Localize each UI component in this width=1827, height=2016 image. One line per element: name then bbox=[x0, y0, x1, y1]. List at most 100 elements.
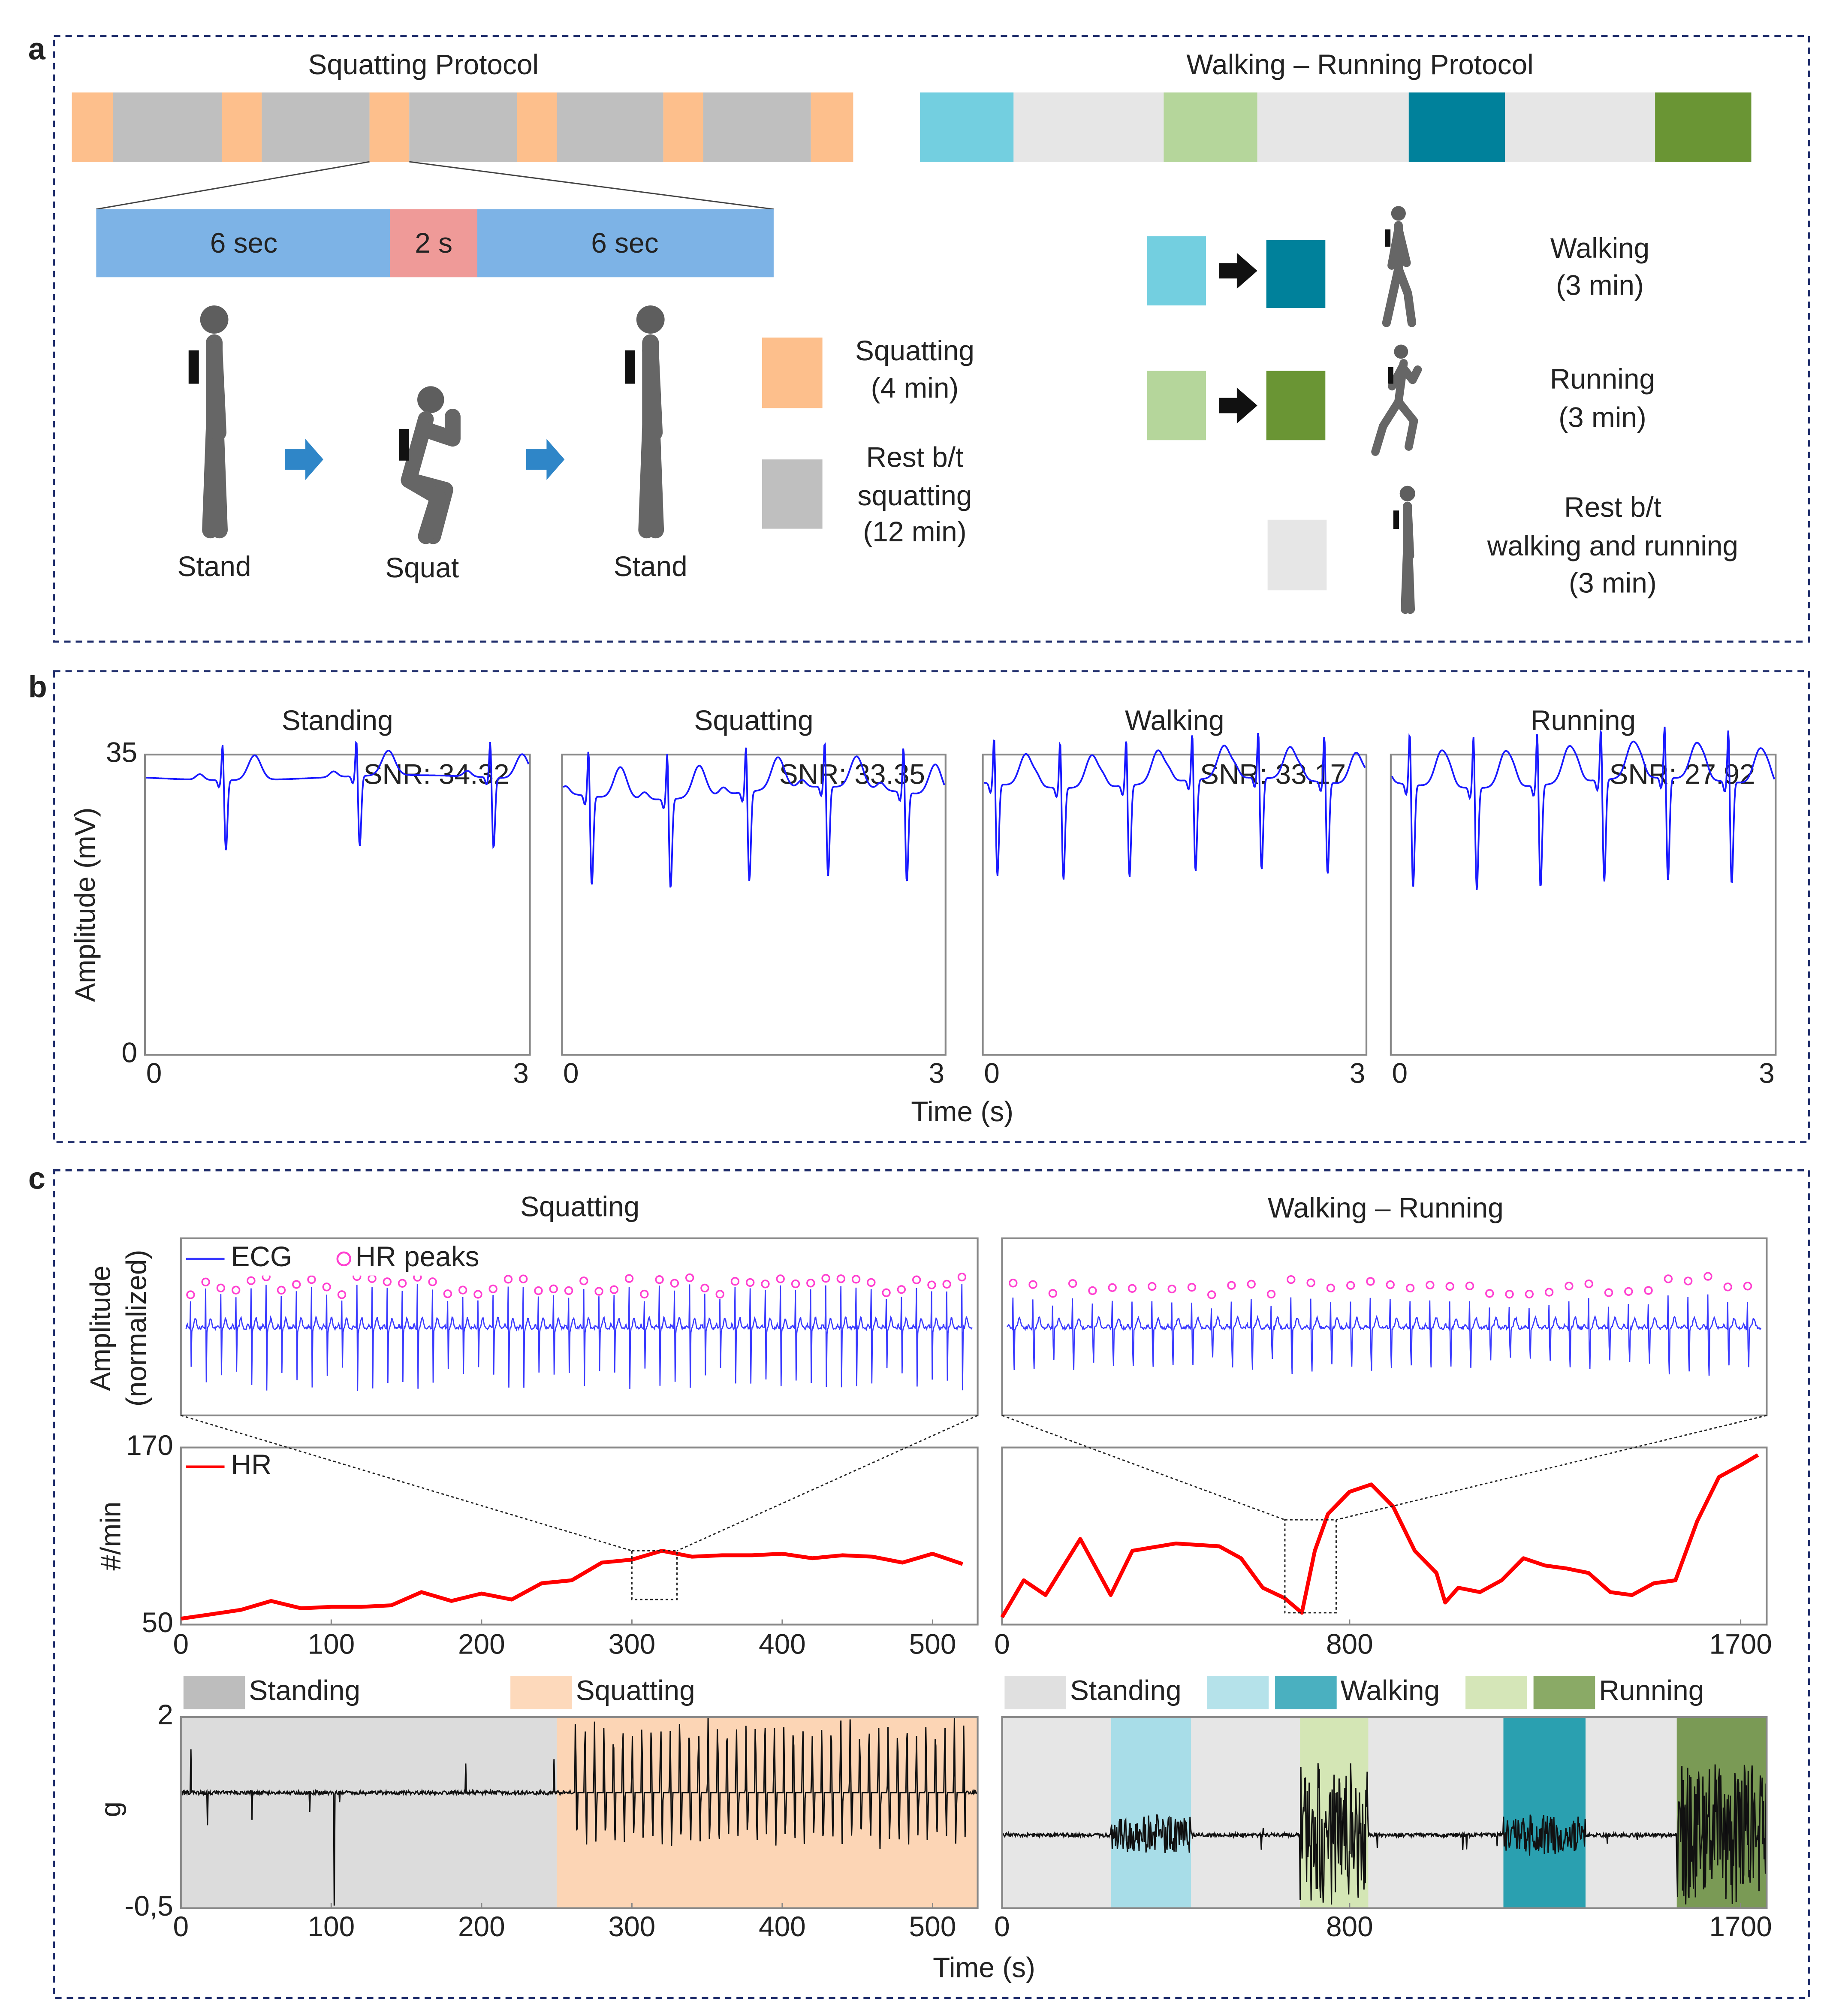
zoom-line bbox=[676, 1415, 978, 1551]
head bbox=[200, 305, 229, 334]
hr-peak-marker bbox=[1346, 1281, 1355, 1290]
segment bbox=[369, 92, 410, 162]
hr-peak-marker bbox=[1683, 1277, 1693, 1286]
hr-peak-marker bbox=[685, 1273, 694, 1283]
legend-text: Walking bbox=[1550, 232, 1650, 264]
x-tick-label: 500 bbox=[909, 1910, 956, 1942]
y-axis-label: Amplitude bbox=[84, 1265, 116, 1391]
limb bbox=[1403, 547, 1415, 614]
legend-text: HR bbox=[231, 1449, 271, 1480]
hr-peak-marker bbox=[307, 1275, 316, 1284]
hr-line bbox=[181, 1548, 964, 1621]
limb bbox=[1394, 264, 1417, 327]
x-tick-label: 3 bbox=[1350, 1057, 1366, 1089]
limb bbox=[1403, 506, 1414, 561]
limb bbox=[1371, 397, 1403, 456]
snr-label: SNR: 33.17 bbox=[1200, 758, 1346, 790]
x-tick-label: 3 bbox=[1759, 1057, 1775, 1089]
x-tick-label: 0 bbox=[173, 1628, 189, 1660]
backpack bbox=[1393, 510, 1399, 529]
x-tick-label: 100 bbox=[308, 1910, 355, 1942]
zoom-box bbox=[1284, 1519, 1337, 1614]
legend-text: (4 min) bbox=[871, 372, 959, 404]
hr-peak-marker bbox=[564, 1286, 573, 1295]
hr-peak-marker bbox=[1247, 1280, 1256, 1289]
segment bbox=[409, 92, 517, 162]
segment bbox=[517, 92, 557, 162]
hr-peak-marker bbox=[1465, 1281, 1474, 1291]
legend-swatch bbox=[183, 1676, 245, 1709]
segment bbox=[1505, 92, 1655, 162]
hr-peak-marker bbox=[1723, 1283, 1732, 1292]
plot-frame bbox=[982, 754, 1368, 1056]
hr-peak-marker bbox=[715, 1290, 724, 1299]
hr-peak-marker bbox=[1405, 1283, 1415, 1293]
plot-frame bbox=[1001, 1237, 1768, 1416]
hr-peak-marker bbox=[624, 1274, 634, 1283]
hr-peak-marker bbox=[322, 1283, 331, 1292]
hr-peak-marker bbox=[1485, 1289, 1494, 1298]
backpack bbox=[188, 350, 199, 384]
backpack bbox=[1385, 229, 1391, 247]
hr-peak-marker bbox=[897, 1285, 906, 1294]
x-tick-label: 400 bbox=[759, 1628, 806, 1660]
hr-peak-marker bbox=[1326, 1283, 1336, 1293]
y-axis-label: g bbox=[95, 1802, 127, 1817]
ecg-trace bbox=[146, 740, 530, 851]
hr-peak-marker bbox=[519, 1274, 528, 1283]
legend-swatch bbox=[1465, 1676, 1527, 1709]
phase-label: 6 sec bbox=[591, 227, 658, 259]
hr-peak-marker bbox=[594, 1287, 603, 1296]
phase bbox=[390, 209, 477, 278]
x-tick-label: 400 bbox=[759, 1910, 806, 1942]
subplot-title: Walking bbox=[1125, 704, 1224, 736]
pose-label: Stand bbox=[178, 550, 251, 582]
limb bbox=[643, 417, 664, 539]
protocol-title: Squatting Protocol bbox=[308, 48, 539, 80]
protocol-title: Walking – Running Protocol bbox=[1186, 48, 1533, 80]
segment bbox=[703, 92, 811, 162]
limb bbox=[1398, 362, 1422, 384]
x-tick-label: 500 bbox=[909, 1628, 956, 1660]
panel-label: c bbox=[28, 1161, 45, 1195]
hr-peak-marker bbox=[927, 1280, 936, 1289]
hr-peak-marker bbox=[1088, 1286, 1097, 1295]
segment bbox=[663, 92, 703, 162]
segment bbox=[72, 92, 113, 162]
y-tick-label: 50 bbox=[142, 1606, 173, 1638]
x-tick-label: 800 bbox=[1326, 1910, 1373, 1942]
hr-peak-marker bbox=[1128, 1284, 1137, 1293]
zoom-line bbox=[1001, 1415, 1285, 1521]
arrow bbox=[526, 439, 565, 480]
legend-text: squatting bbox=[857, 480, 972, 511]
hr-peak-marker bbox=[882, 1288, 891, 1297]
legend-swatch bbox=[1004, 1676, 1066, 1709]
hr-peak-marker bbox=[1604, 1288, 1613, 1297]
head bbox=[1399, 486, 1415, 501]
legend-bg bbox=[183, 1242, 504, 1276]
legend-text: Running bbox=[1550, 363, 1655, 395]
legend-swatch bbox=[510, 1676, 572, 1709]
arrow bbox=[1218, 253, 1257, 289]
hr-peak-marker bbox=[368, 1274, 377, 1283]
hr-peak-marker bbox=[443, 1289, 452, 1298]
segment bbox=[920, 92, 1014, 162]
x-tick-label: 800 bbox=[1326, 1628, 1373, 1660]
hr-peak-marker bbox=[458, 1286, 467, 1295]
legend-text: (3 min) bbox=[1559, 401, 1646, 433]
phase-region bbox=[181, 1717, 557, 1908]
segment bbox=[811, 92, 853, 162]
panel-b-frame bbox=[53, 670, 1810, 1144]
hr-peak-marker bbox=[337, 1290, 347, 1299]
phase bbox=[96, 209, 390, 278]
snr-label: SNR: 27.92 bbox=[1609, 758, 1755, 790]
hr-peak-marker bbox=[1187, 1283, 1197, 1292]
person-icon bbox=[624, 305, 665, 539]
hr-peak-marker bbox=[957, 1273, 967, 1282]
segment bbox=[1655, 92, 1752, 162]
phase-region bbox=[1111, 1717, 1191, 1908]
hr-peak-marker bbox=[534, 1286, 543, 1295]
ecg-trace bbox=[563, 742, 945, 888]
legend-swatch bbox=[1266, 240, 1326, 308]
hr-peak-marker bbox=[186, 1290, 195, 1299]
